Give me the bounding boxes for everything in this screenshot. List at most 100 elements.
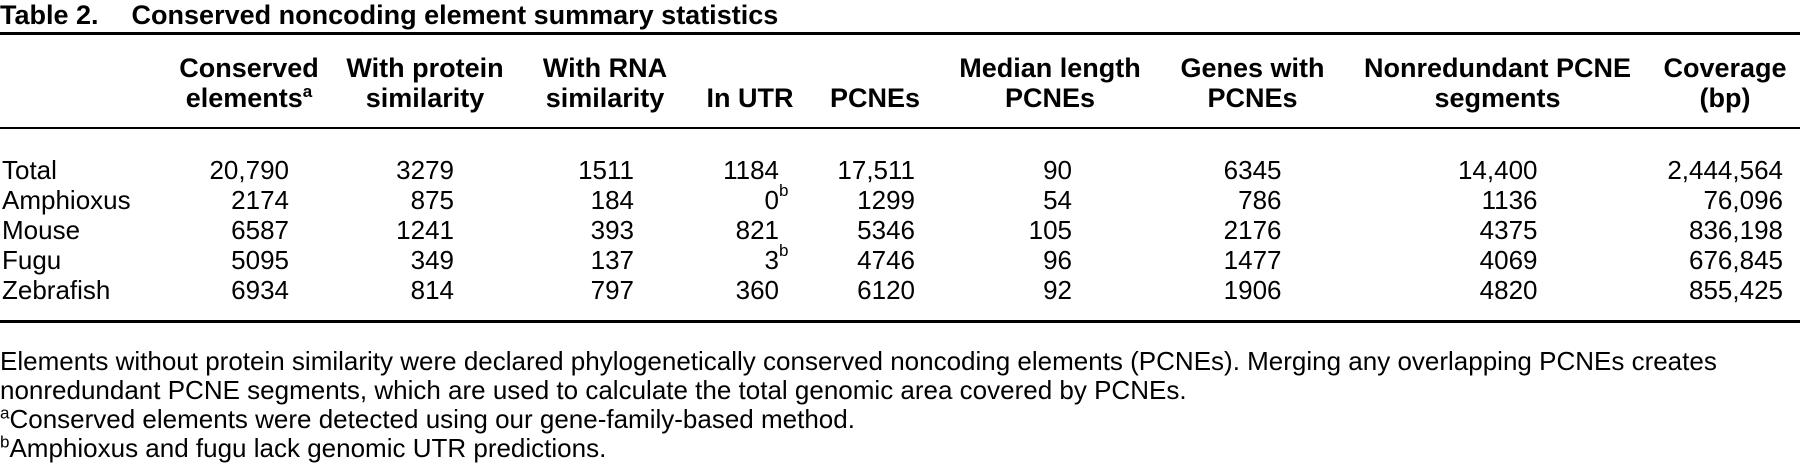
data-cell: 184 (590, 185, 634, 215)
header-line: Genes with (1180, 53, 1325, 83)
data-cell: 4069 (1479, 245, 1538, 275)
data-cell: 1184 (723, 155, 779, 185)
column-header-coverage-bp: Coverage (bp) (1650, 33, 1800, 129)
table-caption-text: Conserved noncoding element summary stat… (131, 0, 779, 30)
data-cell: 1299 (857, 185, 915, 215)
data-cell: 2,444,564 (1667, 155, 1783, 185)
data-cell: 137 (590, 245, 634, 275)
column-header-conserved-elements: Conserved elementsa (168, 33, 330, 129)
footnote-b-text: Amphioxus and fugu lack genomic UTR pred… (9, 433, 607, 463)
header-line: Conserved (179, 53, 319, 83)
row-label: Fugu (2, 245, 62, 275)
data-cell: 76,096 (1703, 185, 1783, 215)
column-header-nonredundant-pcne-segments: Nonredundant PCNE segments (1345, 33, 1650, 129)
row-label: Mouse (2, 215, 81, 245)
header-line: In UTR (706, 83, 794, 113)
data-cell: 360 (735, 275, 779, 305)
data-cell: 1136 (1481, 185, 1538, 215)
footnote-b-marker: b (0, 432, 10, 452)
data-cell: 1477 (1223, 245, 1282, 275)
data-cell: 5346 (857, 215, 915, 245)
data-cell: 4375 (1479, 215, 1538, 245)
data-cell: 676,845 (1689, 245, 1783, 275)
data-cell: 105 (1028, 215, 1072, 245)
header-line: similarity (545, 83, 665, 113)
header-line: PCNEs (829, 83, 921, 113)
column-header-genes-with-pcnes: Genes with PCNEs (1160, 33, 1345, 129)
data-cell: 6587 (231, 215, 289, 245)
data-cell: 875 (410, 185, 454, 215)
column-header-in-utr: In UTR (690, 33, 810, 129)
footnote-a: aConserved elements were detected using … (0, 403, 1800, 434)
data-cell: 349 (410, 245, 454, 275)
column-header-row-label (0, 33, 168, 129)
header-line: elementsa (185, 82, 313, 113)
footnote-a-marker: a (0, 403, 10, 423)
data-cell: 6345 (1223, 155, 1282, 185)
table-caption: Table 2. Conserved noncoding element summ… (0, 0, 1800, 32)
header-line: segments (1434, 83, 1561, 113)
data-cell: 6934 (231, 275, 289, 305)
footnote-marker-a: a (302, 82, 313, 101)
data-cell: 54 (1043, 185, 1072, 215)
data-cell: 821 (735, 215, 779, 245)
data-cell: 17,511 (837, 155, 915, 185)
data-cell: 2174 (231, 185, 289, 215)
row-label: Total (2, 155, 57, 185)
data-cell: 786 (1238, 185, 1282, 215)
data-cell: 4746 (857, 245, 915, 275)
footnote-marker-b: b (779, 241, 789, 260)
data-cell: 20,790 (209, 155, 289, 185)
column-header-pcnes: PCNEs (810, 33, 940, 129)
data-cell: 814 (410, 275, 454, 305)
header-line: With protein (346, 53, 504, 83)
footnote-a-text: Conserved elements were detected using o… (9, 404, 855, 434)
data-cell: 1906 (1223, 275, 1282, 305)
data-cell: 855,425 (1689, 275, 1783, 305)
table-number: Table 2. (0, 0, 99, 30)
data-cell: 14,400 (1457, 155, 1538, 185)
table-row-mouse: Mouse 6587 1241 393 821 5346 105 2176 43… (0, 215, 1800, 245)
data-cell: 797 (590, 275, 634, 305)
footnote-marker-b: b (779, 181, 789, 200)
data-cell: 1241 (396, 215, 454, 245)
data-cell: 90 (1043, 155, 1072, 185)
table-footnotes: Elements without protein similarity were… (0, 347, 1800, 463)
data-cell: 3279 (396, 155, 454, 185)
footnote-general: Elements without protein similarity were… (0, 346, 1717, 405)
data-cell: 92 (1043, 275, 1072, 305)
data-cell: 1511 (578, 155, 634, 185)
row-label: Zebrafish (2, 275, 111, 305)
header-line: Coverage (1663, 53, 1787, 83)
header-line: PCNEs (1207, 83, 1298, 113)
data-cell: 393 (590, 215, 634, 245)
header-line: (bp) (1699, 83, 1751, 113)
row-label: Amphioxus (2, 185, 131, 215)
column-header-with-rna-similarity: With RNA similarity (520, 33, 690, 129)
data-cell: 96 (1043, 245, 1072, 275)
data-cell: 5095 (231, 245, 289, 275)
header-row: Conserved elementsa With protein similar… (0, 33, 1800, 129)
data-cell: 6120 (857, 275, 915, 305)
column-header-with-protein-similarity: With protein similarity (330, 33, 520, 129)
header-line: similarity (365, 83, 485, 113)
data-cell: 4820 (1479, 275, 1538, 305)
header-line: Nonredundant PCNE (1364, 53, 1631, 83)
header-line: Median length (959, 53, 1141, 83)
footnote-b: bAmphioxus and fugu lack genomic UTR pre… (0, 432, 1800, 463)
data-cell: 2176 (1223, 215, 1282, 245)
table-row-total: Total 20,790 3279 1511 1184 17,511 90 63… (0, 128, 1800, 185)
data-cell: 836,198 (1689, 215, 1783, 245)
table-row-zebrafish: Zebrafish 6934 814 797 360 6120 92 1906 … (0, 275, 1800, 322)
column-header-median-length-pcnes: Median length PCNEs (940, 33, 1160, 129)
header-line: With RNA (542, 53, 668, 83)
header-line: PCNEs (1004, 83, 1096, 113)
summary-table: Conserved elementsa With protein similar… (0, 32, 1800, 323)
table-header: Conserved elementsa With protein similar… (0, 33, 1800, 129)
table-body: Total 20,790 3279 1511 1184 17,511 90 63… (0, 128, 1800, 322)
